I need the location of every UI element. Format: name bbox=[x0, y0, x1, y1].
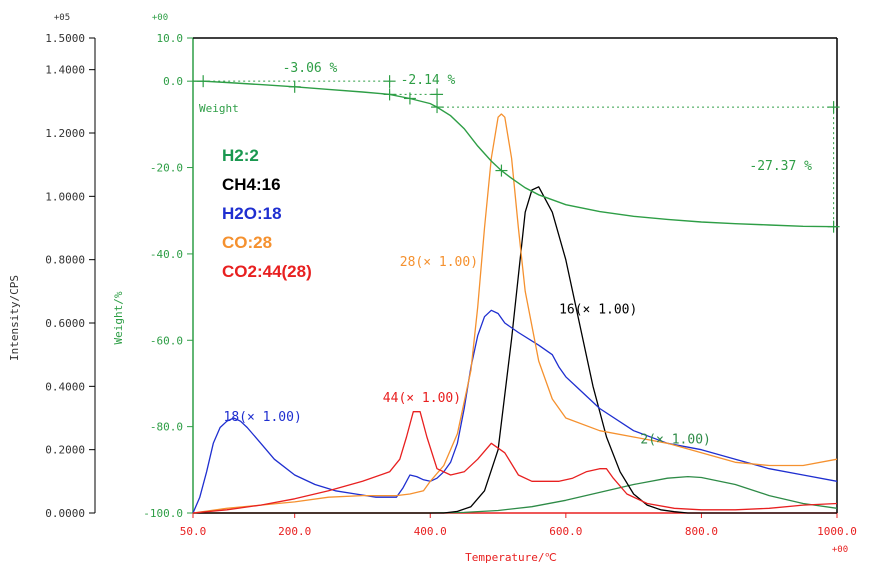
left-axis-tick-label: 0.0000 bbox=[45, 507, 85, 520]
weight-line bbox=[193, 80, 838, 228]
weight-curve-group bbox=[193, 75, 840, 233]
weight-curve-label: Weight bbox=[199, 102, 239, 115]
left-axis-tick-label: 0.2000 bbox=[45, 444, 85, 457]
x-axis-exponent: +00 bbox=[832, 545, 848, 555]
series-label-2: 18(× 1.00) bbox=[224, 410, 302, 425]
curves-group bbox=[192, 113, 838, 514]
left-axis-tick-label: 1.0000 bbox=[45, 190, 85, 203]
right-axis-exponent: +00 bbox=[152, 13, 168, 23]
series-line-1 bbox=[193, 186, 837, 514]
step-label-1: -2.14 % bbox=[401, 73, 456, 88]
weight-axis-tick-label: 0.0 bbox=[163, 75, 183, 88]
x-axis-tick-label: 400.0 bbox=[414, 525, 447, 538]
series-label-0: 2(× 1.00) bbox=[640, 432, 710, 447]
weight-axis-tick-label: -40.0 bbox=[150, 248, 183, 261]
legend-entry-4: CO2:44(28) bbox=[222, 262, 312, 281]
series-label-1: 16(× 1.00) bbox=[559, 303, 637, 318]
series-line-4 bbox=[192, 411, 838, 514]
series-line-0 bbox=[193, 475, 838, 514]
legend-entry-0: H2:2 bbox=[222, 146, 259, 165]
right-axis-label: Weight/% bbox=[112, 291, 125, 344]
x-axis-tick-label: 800.0 bbox=[685, 525, 718, 538]
x-axis-tick-label: 600.0 bbox=[549, 525, 582, 538]
step-label-2: -27.37 % bbox=[749, 159, 812, 174]
left-axis-tick-label: 1.5000 bbox=[45, 32, 85, 45]
axes-group: 0.0000 0.2000 0.4000 0.6000 0.8000 1.0000 1.20… bbox=[45, 32, 857, 538]
x-axis-label: Temperature/℃ bbox=[465, 551, 557, 564]
legend-entry-1: CH4:16 bbox=[222, 175, 281, 194]
left-axis-tick-label: 0.4000 bbox=[45, 380, 85, 393]
step-label-0: -3.06 % bbox=[283, 61, 338, 76]
left-axis-label: Intensity/CPS bbox=[8, 275, 21, 361]
left-axis-tick-label: 1.2000 bbox=[45, 127, 85, 140]
series-label-3: 28(× 1.00) bbox=[400, 255, 478, 270]
x-axis-tick-label: 200.0 bbox=[278, 525, 311, 538]
left-axis-tick-label: 0.8000 bbox=[45, 254, 85, 267]
weight-axis-tick-label: -60.0 bbox=[150, 334, 183, 347]
legend-entry-2: H2O:18 bbox=[222, 204, 282, 223]
left-axis-tick-label: 0.6000 bbox=[45, 317, 85, 330]
series-line-3 bbox=[192, 113, 838, 514]
weight-axis-tick-label: -100.0 bbox=[143, 507, 183, 520]
labels-group: -3.06 % -2.14 % -27.37 % Weight H2:2 CH4:16 H2… bbox=[199, 61, 812, 447]
weight-axis-tick-label: -80.0 bbox=[150, 421, 183, 434]
x-axis-tick-label: 50.0 bbox=[180, 525, 207, 538]
left-axis-tick-label: 1.4000 bbox=[45, 64, 85, 77]
series-label-4: 44(× 1.00) bbox=[383, 391, 461, 406]
weight-axis-tick-label: -20.0 bbox=[150, 162, 183, 175]
legend-entry-3: CO:28 bbox=[222, 233, 272, 252]
left-axis-exponent: +05 bbox=[54, 13, 70, 23]
x-axis-tick-label: 1000.0 bbox=[817, 525, 857, 538]
weight-axis-tick-label: 10.0 bbox=[157, 32, 184, 45]
